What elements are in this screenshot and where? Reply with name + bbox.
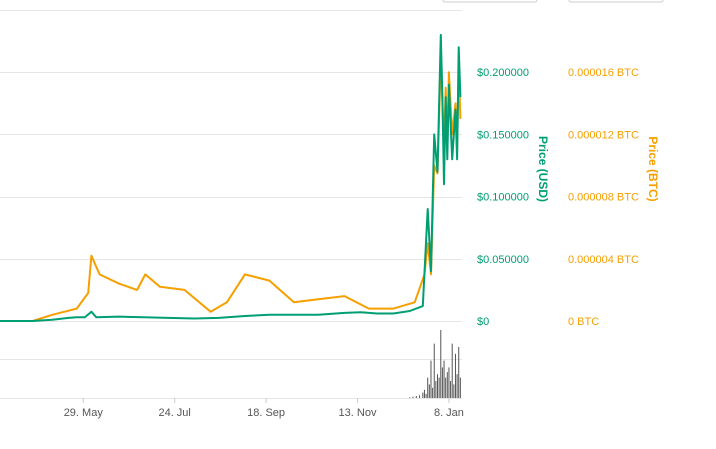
volume-bar xyxy=(448,367,450,398)
btc-tick-label: 0.000016 BTC xyxy=(568,67,639,79)
range-from-input[interactable] xyxy=(442,0,538,3)
volume-bar xyxy=(419,395,421,398)
volume-bar xyxy=(458,347,460,398)
volume-bar xyxy=(423,389,425,398)
x-tick-label: 24. Jul xyxy=(158,407,190,419)
volume-bar xyxy=(427,377,429,398)
volume-bar xyxy=(430,360,432,398)
volume-bar xyxy=(409,397,411,398)
x-tick-label: 8. Jan xyxy=(434,407,464,419)
range-to-input[interactable] xyxy=(568,0,664,3)
volume-bar xyxy=(450,381,452,398)
volume-bar xyxy=(435,381,437,398)
volume-bar xyxy=(446,372,448,398)
usd-tick-label: $0.100000 xyxy=(477,192,529,204)
volume-bars xyxy=(409,330,461,398)
volume-bar xyxy=(453,384,455,398)
usd-tick-label: $0.200000 xyxy=(477,67,529,79)
btc-tick-label: 0 BTC xyxy=(568,316,599,328)
volume-bar xyxy=(422,392,424,398)
usd-tick-label: $0.050000 xyxy=(477,254,529,266)
usd-tick-label: $0 xyxy=(477,316,489,328)
range-selector xyxy=(442,0,664,3)
usd-axis-title: Price (USD) xyxy=(536,136,550,202)
usd-tick-label: $0.150000 xyxy=(477,129,529,141)
btc-price-line xyxy=(0,55,462,322)
volume-bar xyxy=(432,387,434,398)
btc-tick-label: 0.000004 BTC xyxy=(568,254,639,266)
volume-bar xyxy=(433,343,435,398)
btc-axis-title: Price (BTC) xyxy=(646,136,660,201)
volume-bar xyxy=(456,374,458,398)
volume-bar xyxy=(428,384,430,398)
volume-bar xyxy=(438,377,440,398)
btc-tick-label: 0.000012 BTC xyxy=(568,129,639,141)
series-lines xyxy=(0,33,462,322)
usd-price-line xyxy=(0,33,462,322)
volume-bar xyxy=(443,360,445,398)
axes: $0 $0.050000 $0.100000 $0.150000 $0.200000 0 … xyxy=(64,67,660,419)
x-tick-label: 13. Nov xyxy=(339,407,377,419)
grid xyxy=(0,10,462,399)
volume-bar xyxy=(425,393,427,398)
volume-bar xyxy=(440,330,442,398)
volume-bar xyxy=(441,367,443,398)
volume-bar xyxy=(412,396,414,398)
x-tick-label: 29. May xyxy=(64,407,104,419)
volume-bar xyxy=(454,353,456,398)
x-tick-label: 18. Sep xyxy=(247,407,285,419)
btc-tick-label: 0.000008 BTC xyxy=(568,192,639,204)
volume-bar xyxy=(415,395,417,398)
volume-bar xyxy=(451,343,453,398)
volume-bar xyxy=(437,374,439,398)
volume-bar xyxy=(445,377,447,398)
volume-bar xyxy=(459,377,461,398)
